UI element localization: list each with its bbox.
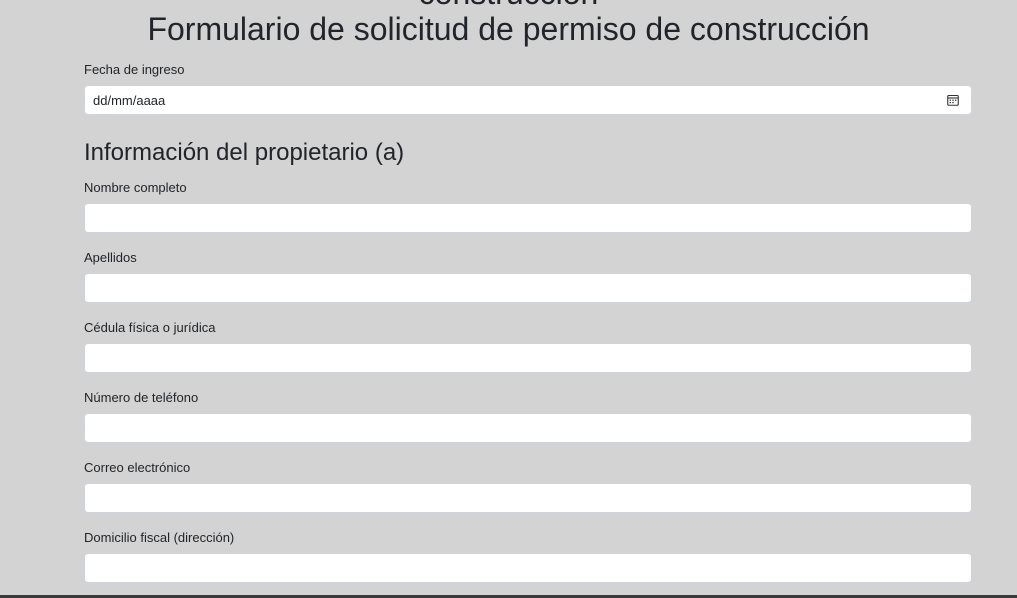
clipped-title-fragment: construcción	[0, 0, 1017, 11]
email-input[interactable]	[84, 483, 972, 513]
id-number-input[interactable]	[84, 343, 972, 373]
email-label: Correo electrónico	[84, 460, 191, 475]
entry-date-input[interactable]	[84, 85, 972, 115]
surnames-field: Apellidos	[84, 250, 972, 303]
fiscal-address-label: Domicilio fiscal (dirección)	[84, 530, 235, 545]
phone-field: Número de teléfono	[84, 390, 972, 443]
page-title: Formulario de solicitud de permiso de co…	[147, 11, 870, 47]
owner-section-title: Información del propietario (a)	[84, 139, 405, 166]
bottom-edge-bar	[0, 595, 1017, 598]
entry-date-field: Fecha de ingreso	[84, 62, 972, 115]
full-name-field: Nombre completo	[84, 180, 972, 233]
surnames-input[interactable]	[84, 273, 972, 303]
fiscal-address-field: Domicilio fiscal (dirección)	[84, 530, 972, 583]
id-number-field: Cédula física o jurídica	[84, 320, 972, 373]
entry-date-label: Fecha de ingreso	[84, 62, 185, 77]
email-field: Correo electrónico	[84, 460, 972, 513]
permit-form: Fecha de ingreso Información del propiet…	[84, 62, 972, 598]
id-number-label: Cédula física o jurídica	[84, 320, 216, 335]
full-name-input[interactable]	[84, 203, 972, 233]
fiscal-address-input[interactable]	[84, 553, 972, 583]
full-name-label: Nombre completo	[84, 180, 187, 195]
phone-label: Número de teléfono	[84, 390, 199, 405]
phone-input[interactable]	[84, 413, 972, 443]
surnames-label: Apellidos	[84, 250, 137, 265]
calendar-icon[interactable]	[947, 94, 959, 106]
entry-date-wrap	[84, 85, 972, 115]
